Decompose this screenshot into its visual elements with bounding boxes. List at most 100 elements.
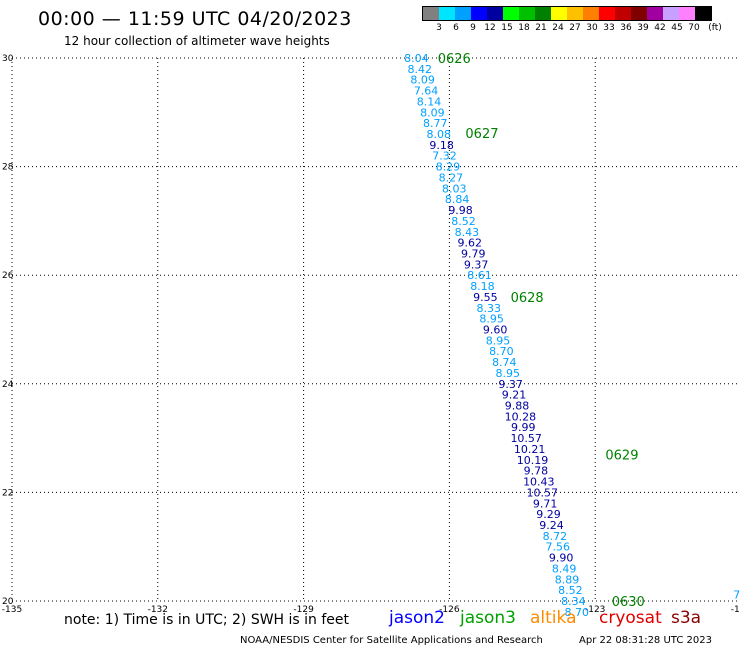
wave-height-label: 8.42 <box>408 63 433 76</box>
time-mark-label: 0628 <box>511 291 544 306</box>
wave-height-label: 7.56 <box>546 541 571 554</box>
color-scale-label: 3 <box>436 23 442 33</box>
latitude-tick-label: 26 <box>2 271 14 281</box>
wave-height-label: 8.43 <box>455 226 480 239</box>
wave-height-label: 8.27 <box>439 171 464 184</box>
wave-height-label: 8.95 <box>479 313 504 326</box>
wave-height-label: 8.61 <box>467 269 492 282</box>
time-mark-label: 0630 <box>612 595 645 610</box>
wave-height-label: 8.84 <box>445 193 470 206</box>
color-swatch <box>487 7 503 20</box>
color-scale-label: 6 <box>453 23 459 33</box>
color-scale-label: 39 <box>637 23 649 33</box>
time-mark-label: 0629 <box>605 448 638 463</box>
wave-height-label: 9.78 <box>524 465 549 478</box>
wave-height-label: 9.37 <box>464 258 489 271</box>
wave-height-label: 9.90 <box>549 552 574 565</box>
color-scale-swatches <box>422 6 712 21</box>
color-swatch <box>583 7 599 20</box>
wave-height-label: 8.34 <box>561 595 586 608</box>
color-swatch <box>519 7 535 20</box>
color-scale-label: 45 <box>671 23 683 33</box>
satellite-label-cryosat: cryosat <box>599 608 662 628</box>
color-swatch <box>503 7 519 20</box>
wave-height-label: 9.79 <box>461 247 486 260</box>
wave-height-label: 9.24 <box>539 519 564 532</box>
wave-height-label: 8.95 <box>495 367 520 380</box>
wave-height-label: 8.09 <box>410 74 435 87</box>
color-swatch <box>455 7 471 20</box>
longitude-tick-label: -126 <box>439 605 460 615</box>
longitude-tick-label: -129 <box>293 605 314 615</box>
color-scale-label: 18 <box>518 23 530 33</box>
color-swatch <box>599 7 615 20</box>
time-mark-label: 0627 <box>465 127 498 142</box>
color-swatch <box>663 7 679 20</box>
wave-height-label: 9.99 <box>511 421 536 434</box>
latitude-tick-label: 24 <box>2 380 14 390</box>
footer-credit: NOAA/NESDIS Center for Satellite Applica… <box>240 635 543 646</box>
wave-height-label: 8.14 <box>417 95 442 108</box>
color-swatch <box>567 7 583 20</box>
wave-height-label: 8.52 <box>558 584 583 597</box>
wave-height-label: 10.21 <box>514 443 546 456</box>
wave-height-label: 8.09 <box>420 106 445 119</box>
wave-height-label: 8.77 <box>423 117 448 130</box>
wave-height-label: 9.37 <box>498 378 523 391</box>
wave-height-label: 10.57 <box>510 432 542 445</box>
wave-height-label: 8.95 <box>486 334 511 347</box>
color-scale-label: 12 <box>484 23 496 33</box>
color-scale-label: 36 <box>620 23 632 33</box>
wave-height-label: 8.52 <box>451 215 476 228</box>
wave-height-label: 9.55 <box>473 291 498 304</box>
color-swatch <box>631 7 647 20</box>
wave-height-label: 8.74 <box>492 356 517 369</box>
wave-height-label: 9.62 <box>458 237 483 250</box>
longitude-tick-label: -123 <box>585 605 605 615</box>
wave-height-label: 8.04 <box>404 52 429 65</box>
satellite-label-jason2: jason2 <box>389 608 445 628</box>
page-title: 00:00 — 11:59 UTC 04/20/2023 <box>38 8 352 30</box>
wave-height-label-partial: 7.4 <box>733 588 740 601</box>
time-mark-label: 0626 <box>438 52 471 67</box>
color-swatch <box>471 7 487 20</box>
color-scale-label: 21 <box>535 23 547 33</box>
color-swatch <box>615 7 631 20</box>
wave-height-label: 8.18 <box>470 280 495 293</box>
latitude-tick-label: 20 <box>2 597 14 607</box>
color-swatch <box>695 7 711 20</box>
color-scale-label: 33 <box>603 23 615 33</box>
longitude-tick-label: -120 <box>731 605 740 615</box>
wave-height-label: 8.89 <box>555 573 580 586</box>
color-scale-label: 70 <box>688 23 700 33</box>
wave-height-label: 8.03 <box>442 182 467 195</box>
page-subtitle: 12 hour collection of altimeter wave hei… <box>64 34 330 48</box>
wave-height-label: 8.70 <box>564 606 589 619</box>
wave-height-label: 7.64 <box>414 85 439 98</box>
color-scale-label: 9 <box>470 23 476 33</box>
wave-height-label: 9.18 <box>429 139 454 152</box>
satellite-label-s3a: s3a <box>671 608 702 628</box>
satellite-label-altika: altika <box>530 608 577 628</box>
wave-height-label: 10.57 <box>526 486 558 499</box>
color-swatch <box>535 7 551 20</box>
color-swatch <box>439 7 455 20</box>
color-scale-label: 42 <box>654 23 666 33</box>
longitude-tick-label: -132 <box>148 605 168 615</box>
color-scale-label: 24 <box>552 23 564 33</box>
wave-height-label: 9.71 <box>533 497 558 510</box>
color-scale-label: 15 <box>501 23 513 33</box>
color-scale-label: 27 <box>569 23 581 33</box>
wave-height-label: 8.70 <box>489 345 514 358</box>
wave-height-label: 8.49 <box>552 562 577 575</box>
wave-height-label: 7.32 <box>432 150 457 163</box>
satellite-label-jason3: jason3 <box>460 608 516 628</box>
wave-height-label: 10.28 <box>505 410 537 423</box>
color-scale-label: 30 <box>586 23 598 33</box>
wave-height-label: 9.98 <box>448 204 473 217</box>
longitude-tick-label: -135 <box>2 605 22 615</box>
color-scale-label: (ft) <box>708 23 722 33</box>
color-swatch <box>647 7 663 20</box>
color-swatch <box>679 7 695 20</box>
color-scale-legend: 3 6 9 12 15 18 21 24 27 30 33 36 39 42 45 70 (ft) <box>422 6 722 35</box>
